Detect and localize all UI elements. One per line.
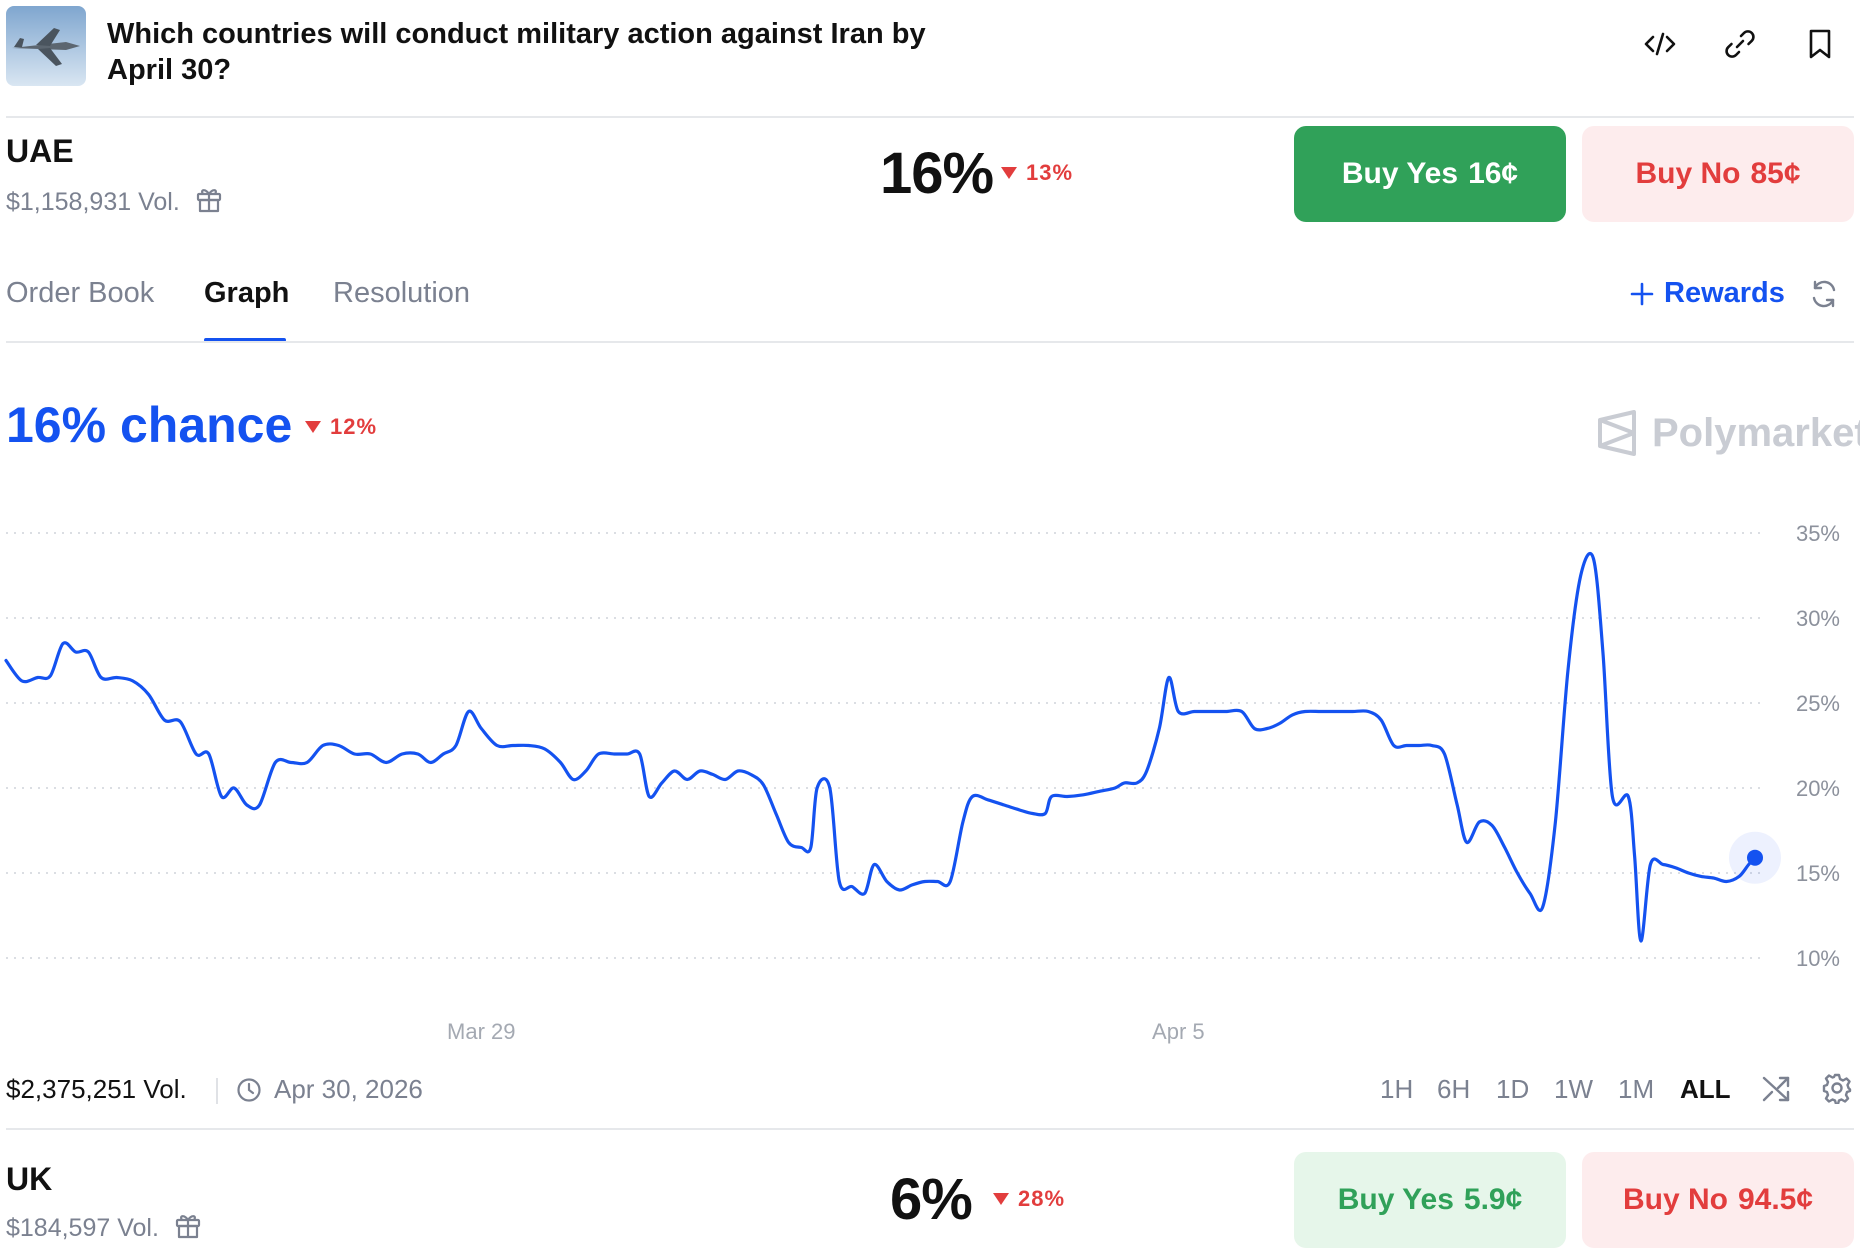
footer-separator [216,1078,218,1104]
current-point[interactable] [1747,849,1763,866]
tab-order-book[interactable]: Order Book [6,277,155,309]
tab-graph[interactable]: Graph [204,277,290,309]
market-title: Which countries will conduct military ac… [107,18,926,86]
buy-no-price: 85¢ [1750,157,1801,190]
rewards-label: Rewards [1664,277,1785,309]
outcome-name: UK [6,1161,53,1197]
market-thumbnail [6,6,86,86]
active-tab-indicator [204,338,286,342]
buy-no-button[interactable]: Buy No 85¢ [1582,126,1854,222]
link-icon[interactable] [1720,24,1760,64]
tabs-divider [6,341,1854,343]
end-date-text: Apr 30, 2026 [274,1074,423,1104]
outcome-probability: 6% [890,1167,973,1232]
outcome-change: 13% [1000,160,1073,186]
range-1h[interactable]: 1H [1380,1074,1414,1104]
y-tick-label: 15% [1796,861,1840,886]
brand-name: Polymarket [1652,410,1860,455]
outcome-change-text: 13% [1026,160,1074,185]
y-tick-label: 25% [1796,691,1840,716]
footer-divider [6,1128,1854,1130]
outcome-probability: 16% [880,141,994,206]
range-6h[interactable]: 6H [1437,1074,1471,1104]
down-triangle-icon [1001,167,1017,179]
gift-icon[interactable] [194,184,224,221]
outcome-volume-text: $184,597 Vol. [6,1214,159,1242]
outcome-volume-text: $1,158,931 Vol. [6,188,180,216]
header-divider [6,116,1854,118]
range-1m[interactable]: 1M [1618,1074,1655,1104]
buy-yes-label: Buy Yes [1341,157,1459,190]
down-triangle-icon [305,421,321,433]
y-tick-label: 30% [1796,606,1840,631]
polymarket-watermark: Polymarket [1596,410,1860,456]
y-tick-label: 20% [1796,776,1840,801]
settings-gear-icon[interactable] [1821,1072,1853,1109]
buy-yes-price: 5.9¢ [1463,1183,1523,1216]
buy-no-price: 94.5¢ [1737,1183,1814,1216]
buy-no-label: Buy No [1635,157,1741,190]
y-tick-label: 35% [1796,521,1840,546]
x-tick-label: Mar 29 [447,1019,515,1044]
polymarket-logo-icon [1598,410,1636,456]
shuffle-icon[interactable] [1760,1072,1792,1109]
end-date: Apr 30, 2026 [236,1074,423,1105]
outcome-name: UAE [6,133,74,169]
buy-yes-label: Buy Yes [1337,1183,1454,1216]
buy-no-button[interactable]: Buy No 94.5¢ [1582,1152,1854,1248]
gift-icon[interactable] [173,1210,203,1247]
chance-label: 16% chance [6,397,293,453]
embed-code-icon[interactable] [1640,24,1680,64]
clock-icon [237,1077,261,1102]
x-tick-label: Apr 5 [1152,1019,1205,1044]
range-all[interactable]: ALL [1680,1074,1731,1104]
buy-yes-button[interactable]: Buy Yes 5.9¢ [1294,1152,1566,1248]
outcome-change: 28% [992,1186,1065,1212]
outcome-volume: $184,597 Vol. [6,1210,203,1247]
buy-yes-price: 16¢ [1468,157,1519,190]
refresh-icon[interactable] [1808,278,1840,315]
down-triangle-icon [993,1193,1009,1205]
tab-resolution[interactable]: Resolution [333,277,471,309]
buy-yes-button[interactable]: Buy Yes 16¢ [1294,126,1566,222]
chance-change: 12% [304,414,377,440]
outcome-change-text: 28% [1018,1186,1066,1211]
buy-no-label: Buy No [1622,1183,1728,1216]
chance-change-text: 12% [330,414,378,439]
y-tick-label: 10% [1796,946,1840,971]
total-volume: $2,375,251 Vol. [6,1074,187,1104]
price-line [4,551,1757,943]
plus-icon [1630,282,1654,305]
bookmark-icon[interactable] [1800,24,1840,64]
outcome-volume: $1,158,931 Vol. [6,184,224,221]
rewards-button[interactable]: Rewards [1630,277,1785,310]
range-1w[interactable]: 1W [1554,1074,1593,1104]
range-1d[interactable]: 1D [1496,1074,1530,1104]
price-chart[interactable]: 10% 15% 20% 25% 30% 35% Mar 29 Apr 5 [0,500,1860,1060]
